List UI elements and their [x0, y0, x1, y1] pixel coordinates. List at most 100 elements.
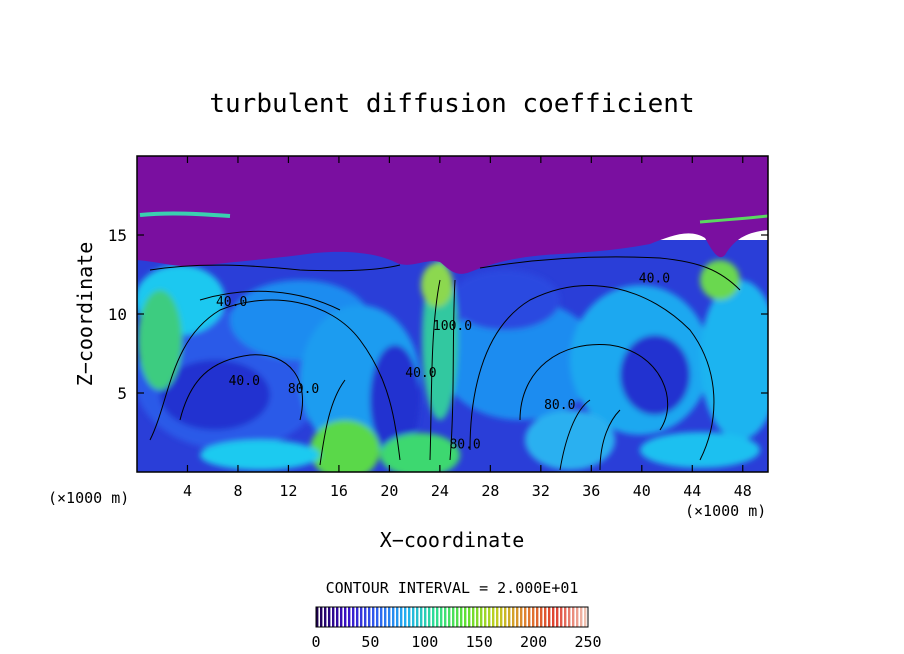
colorbar-swatch [544, 607, 547, 627]
x-axis: 4 8 12 16 20 24 28 32 36 40 44 48 [183, 156, 752, 500]
colorbar-swatch [508, 607, 511, 627]
colorbar-swatch [404, 607, 407, 627]
colorbar-swatch [344, 607, 347, 627]
colorbar-swatch [452, 607, 455, 627]
colorbar-swatch [384, 607, 387, 627]
colorbar-swatch [504, 607, 507, 627]
contour-label: 80.0 [288, 382, 319, 397]
colorbar-swatch [444, 607, 447, 627]
colorbar-swatch [492, 607, 495, 627]
colorbar-swatch [520, 607, 523, 627]
colorbar-swatch [428, 607, 431, 627]
colorbar-swatch [400, 607, 403, 627]
colorbar-swatch [572, 607, 575, 627]
x-tick-label: 40 [633, 482, 651, 500]
x-unit-label-left: (×1000 m) [48, 489, 129, 507]
colorbar-swatch [568, 607, 571, 627]
x-tick-label: 36 [582, 482, 600, 500]
colorbar-swatch [408, 607, 411, 627]
colorbar-swatch [364, 607, 367, 627]
colorbar-swatch [356, 607, 359, 627]
colorbar-tick-label: 100 [411, 633, 438, 651]
colorbar-swatch [488, 607, 491, 627]
x-axis-label: X−coordinate [380, 528, 525, 552]
colorbar: 0 50 100 150 200 250 [311, 606, 602, 651]
colorbar-swatch [436, 607, 439, 627]
colorbar-swatch [340, 607, 343, 627]
colorbar-swatch [412, 607, 415, 627]
colorbar-tick-label: 50 [361, 633, 379, 651]
colorbar-swatch [316, 607, 319, 627]
colorbar-swatch [584, 607, 587, 627]
colorbar-swatch [524, 607, 527, 627]
contour-label: 100.0 [433, 319, 472, 334]
x-tick-label: 8 [233, 482, 242, 500]
colorbar-swatch [476, 607, 479, 627]
colorbar-tick-label: 0 [311, 633, 320, 651]
contour-label: 80.0 [544, 398, 575, 413]
contour-label: 40.0 [216, 295, 247, 310]
contour-label: 40.0 [639, 271, 670, 286]
colorbar-swatch [576, 607, 579, 627]
colorbar-tick-label: 150 [466, 633, 493, 651]
colorbar-swatch [564, 607, 567, 627]
y-axis: 5 10 15 [108, 226, 768, 403]
colorbar-swatch [556, 607, 559, 627]
colorbar-swatch [440, 607, 443, 627]
colorbar-swatch [464, 607, 467, 627]
colorbar-swatch [352, 607, 355, 627]
colorbar-swatch [420, 607, 423, 627]
colorbar-tick-label: 200 [520, 633, 547, 651]
colorbar-swatch [320, 607, 323, 627]
y-tick-label: 10 [108, 305, 127, 324]
colorbar-tick-label: 250 [574, 633, 601, 651]
colorbar-swatch [380, 607, 383, 627]
colorbar-swatch [484, 607, 487, 627]
colorbar-swatch [528, 607, 531, 627]
colorbar-swatch [348, 607, 351, 627]
colorbar-swatch [516, 607, 519, 627]
colorbar-swatch [324, 607, 327, 627]
colorbar-swatch [496, 607, 499, 627]
y-tick-label: 15 [108, 226, 127, 245]
colorbar-swatch [552, 607, 555, 627]
colorbar-swatch [532, 607, 535, 627]
colorbar-swatch [480, 607, 483, 627]
x-tick-label: 24 [431, 482, 449, 500]
x-tick-label: 12 [279, 482, 297, 500]
contour-lines [149, 256, 741, 471]
colorbar-swatch [468, 607, 471, 627]
field-texture [137, 260, 768, 472]
upper-wisp [139, 211, 231, 218]
colorbar-swatch [448, 607, 451, 627]
contour-label-group: 40.0 40.0 80.0 40.0 100.0 80.0 80.0 40.0 [216, 271, 670, 452]
colorbar-swatch [360, 607, 363, 627]
colorbar-swatch [396, 607, 399, 627]
x-tick-label: 28 [481, 482, 499, 500]
colorbar-swatch [580, 607, 583, 627]
y-tick-label: 5 [117, 384, 127, 403]
x-tick-label: 20 [380, 482, 398, 500]
colorbar-swatch [460, 607, 463, 627]
upper-wisp [699, 214, 768, 224]
colorbar-swatch [328, 607, 331, 627]
colorbar-swatch [536, 607, 539, 627]
colorbar-swatch [472, 607, 475, 627]
colorbar-swatch [548, 607, 551, 627]
colorbar-swatch [424, 607, 427, 627]
colorbar-swatch [392, 607, 395, 627]
colorbar-swatch [500, 607, 503, 627]
plot-area [137, 156, 768, 472]
colorbar-swatch [376, 607, 379, 627]
colorbar-swatch [512, 607, 515, 627]
contour-interval-label: CONTOUR INTERVAL = 2.000E+01 [326, 579, 579, 597]
colorbar-frame [315, 606, 589, 628]
colorbar-swatch [560, 607, 563, 627]
colorbar-swatch [336, 607, 339, 627]
colorbar-swatch [456, 607, 459, 627]
colorbar-swatch [372, 607, 375, 627]
x-tick-label: 4 [183, 482, 192, 500]
x-unit-label-right: (×1000 m) [685, 502, 766, 520]
contour-label: 80.0 [449, 437, 480, 452]
colorbar-swatch [388, 607, 391, 627]
